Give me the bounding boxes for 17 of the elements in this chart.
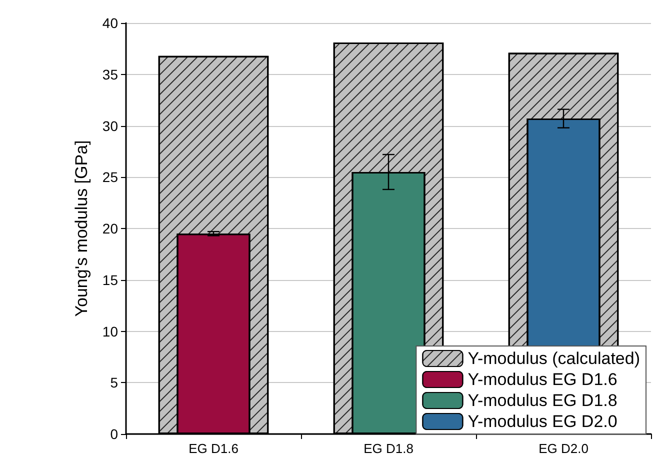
legend-label: Y-modulus EG D1.8 bbox=[468, 391, 618, 410]
x-tick-label: EG D1.6 bbox=[188, 441, 238, 456]
x-tick-label: EG D2.0 bbox=[538, 441, 588, 456]
y-tick-label: 20 bbox=[102, 220, 118, 236]
legend-label: Y-modulus (calculated) bbox=[468, 349, 640, 368]
y-tick-label: 10 bbox=[102, 323, 118, 340]
legend-label: Y-modulus EG D2.0 bbox=[468, 412, 618, 431]
legend-label: Y-modulus EG D1.6 bbox=[468, 370, 618, 389]
y-tick-label: 15 bbox=[102, 272, 118, 288]
x-tick-label: EG D1.8 bbox=[364, 441, 414, 456]
y-tick-label: 40 bbox=[102, 15, 118, 31]
y-tick-label: 25 bbox=[102, 169, 118, 186]
y-tick-label: 30 bbox=[102, 118, 118, 134]
y-tick-label: 5 bbox=[110, 374, 118, 391]
y-tick-label: 35 bbox=[102, 66, 118, 82]
y-axis-title: Young's modulus [GPa] bbox=[72, 140, 91, 317]
y-tick-label: 0 bbox=[110, 426, 118, 442]
